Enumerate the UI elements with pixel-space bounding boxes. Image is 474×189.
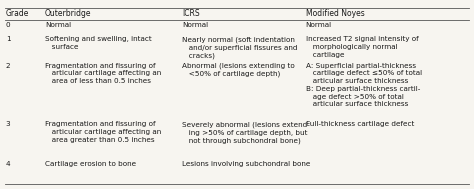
Text: A: Superficial partial-thickness
   cartilage defect ≤50% of total
   articular : A: Superficial partial-thickness cartila… — [306, 63, 422, 108]
Text: Outerbridge: Outerbridge — [45, 9, 91, 18]
Text: Normal: Normal — [306, 22, 332, 28]
Text: Cartilage erosion to bone: Cartilage erosion to bone — [45, 161, 136, 167]
Text: Abnormal (lesions extending to
   <50% of cartilage depth): Abnormal (lesions extending to <50% of c… — [182, 63, 295, 77]
Text: Fragmentation and fissuring of
   articular cartilage affecting an
   area of le: Fragmentation and fissuring of articular… — [45, 63, 161, 84]
Text: Fragmentation and fissuring of
   articular cartilage affecting an
   area great: Fragmentation and fissuring of articular… — [45, 121, 161, 143]
Text: Modified Noyes: Modified Noyes — [306, 9, 365, 18]
Text: Full-thickness cartilage defect: Full-thickness cartilage defect — [306, 121, 414, 127]
Text: Increased T2 signal intensity of
   morphologically normal
   cartilage: Increased T2 signal intensity of morphol… — [306, 36, 419, 58]
Text: ICRS: ICRS — [182, 9, 200, 18]
Text: 1: 1 — [6, 36, 10, 42]
Text: Normal: Normal — [182, 22, 209, 28]
Text: Normal: Normal — [45, 22, 71, 28]
Text: Softening and swelling, intact
   surface: Softening and swelling, intact surface — [45, 36, 152, 50]
Text: Grade: Grade — [6, 9, 29, 18]
Text: 2: 2 — [6, 63, 10, 69]
Text: Lesions involving subchondral bone: Lesions involving subchondral bone — [182, 161, 311, 167]
Text: 4: 4 — [6, 161, 10, 167]
Text: Severely abnormal (lesions extend-
   ing >50% of cartilage depth, but
   not th: Severely abnormal (lesions extend- ing >… — [182, 121, 310, 144]
Text: Nearly normal (soft indentation
   and/or superficial fissures and
   cracks): Nearly normal (soft indentation and/or s… — [182, 36, 298, 59]
Text: 3: 3 — [6, 121, 10, 127]
Text: 0: 0 — [6, 22, 10, 28]
